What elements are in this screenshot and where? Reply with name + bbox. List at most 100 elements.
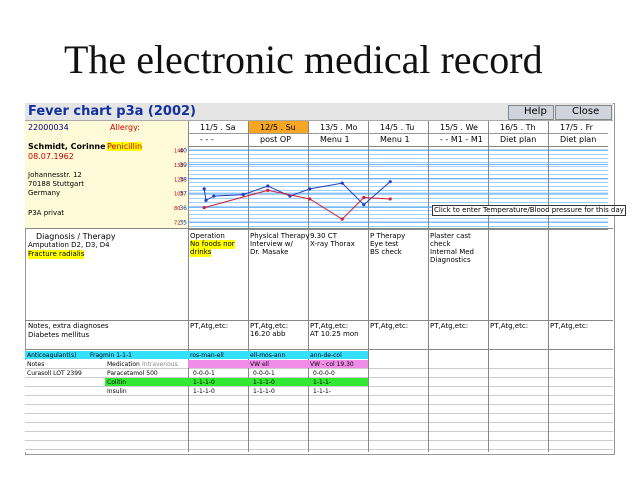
address-line: Germany	[28, 189, 61, 197]
anticoag-day: ann-de-col	[310, 352, 342, 359]
day-header[interactable]: 16/5 . Th	[500, 123, 536, 132]
dose: 1-1-1-0	[193, 379, 215, 386]
iv-day: VW - col 19.30	[310, 361, 354, 368]
day-extra: PT,Atg,etc:	[250, 322, 289, 330]
day-note: drinks	[190, 248, 212, 257]
data-point	[388, 180, 392, 184]
day-header[interactable]: 14/5 . Tu	[380, 123, 415, 132]
address-line: Johannesstr. 12	[28, 171, 82, 179]
help-label[interactable]: Help	[524, 106, 547, 117]
y-tick-label: 35	[179, 220, 187, 227]
day-header[interactable]: 11/5 . Sa	[200, 123, 236, 132]
y-tick-label: 36	[179, 205, 187, 212]
patient-panel	[25, 121, 188, 228]
data-point	[340, 181, 344, 185]
window-title: Fever chart p3a (2002)	[28, 104, 196, 119]
allergy: Penicillin	[107, 142, 143, 151]
day-extra: PT,Atg,etc:	[550, 322, 589, 330]
iv-row	[188, 360, 368, 368]
data-point	[202, 206, 206, 210]
anticoag-day: ell-mos-ann	[250, 352, 286, 359]
day-note: No foods nor	[190, 240, 235, 249]
day-note: P Therapy	[370, 232, 406, 240]
day-note: Physical Therapy	[250, 232, 310, 240]
day-header[interactable]: 12/5 . Su	[260, 123, 296, 132]
dose: 0-0-0-0	[313, 370, 335, 377]
data-point	[204, 198, 208, 202]
y-tick-label: 39	[179, 162, 187, 169]
close-button[interactable]	[555, 105, 612, 120]
menu: post OP	[260, 135, 291, 144]
temperature-line	[204, 189, 391, 220]
allergy-label: Allergy:	[110, 123, 140, 132]
y-tick-label: 38	[179, 176, 187, 183]
column-lines	[188, 121, 608, 452]
divider	[25, 349, 613, 350]
menu: - - M1 - M1	[440, 135, 483, 144]
dose: 1-1-1-	[313, 388, 331, 395]
day-extra: PT,Atg,etc:	[430, 322, 469, 330]
y-tick-label: 40	[179, 148, 187, 155]
diagnosis: Fracture radialis	[28, 250, 85, 259]
data-point	[362, 195, 366, 200]
patient-dob: 08.07.1962	[28, 152, 74, 161]
pulse-tick-label: 140	[174, 149, 184, 155]
dose: 0-0-0-1	[253, 370, 275, 377]
diagnosis-label: Diagnosis / Therapy	[36, 232, 116, 241]
close-label[interactable]: Close	[572, 106, 600, 117]
fragmin: Fragmin 1-1-1	[90, 352, 132, 359]
drug-name: Paracetamol 500	[107, 370, 158, 377]
anticoag-label: Anticoagulant(s)	[27, 352, 77, 359]
day-note: Plaster cast	[430, 232, 471, 240]
data-point	[266, 184, 270, 188]
day-extra: PT,Atg,etc:	[370, 322, 409, 330]
dose: 1-1-1-0	[193, 388, 215, 395]
lot: Curasoll LOT 2399	[27, 370, 82, 377]
ward: P3A privat	[28, 209, 65, 217]
day-note: BS check	[370, 248, 402, 256]
anticoag-row	[25, 351, 368, 359]
data-point	[202, 187, 206, 191]
dose: 0-0-0-1	[193, 370, 215, 377]
data-point	[340, 217, 344, 221]
drug-name: Insulin	[107, 388, 127, 395]
address-line: 70188 Stuttgart	[28, 180, 84, 188]
data-point	[266, 188, 270, 192]
day-note: Diagnostics	[430, 256, 471, 264]
day-note: 9.30 CT	[310, 232, 337, 240]
data-point	[212, 194, 216, 198]
dose: 1-1-1-	[313, 379, 331, 386]
day-header[interactable]: 17/5 . Fr	[560, 123, 593, 132]
pulse-tick-label: 100	[174, 192, 184, 198]
divider	[25, 228, 613, 229]
day-extra: PT,Atg,etc:	[190, 322, 229, 330]
day-header[interactable]: 13/5 . Mo	[320, 123, 358, 132]
data-point	[308, 187, 312, 191]
window-titlebar	[25, 103, 613, 121]
patient-name: Schmidt, Corinne	[28, 142, 106, 151]
data-point	[362, 203, 366, 207]
menu: - - -	[200, 135, 214, 144]
extra-label: Notes, extra diagnoses	[28, 322, 109, 330]
medication-label: Medication	[107, 361, 140, 368]
help-button[interactable]	[508, 105, 554, 120]
patient-id: 22000034	[28, 123, 69, 132]
day-extra: PT,Atg,etc:	[310, 322, 349, 330]
day-extra: AT 10.25 mon	[310, 330, 359, 338]
pulse-tick-label: 130	[174, 163, 184, 169]
iv-day: VW ell	[250, 361, 269, 368]
divider	[25, 320, 613, 321]
tooltip: Click to enter Temperature/Blood pressur…	[432, 205, 626, 216]
day-extra: PT,Atg,etc:	[490, 322, 529, 330]
temperature-line	[203, 181, 391, 206]
menu: Diet plan	[500, 135, 537, 144]
colitin-row	[105, 378, 368, 386]
anticoag-day: ros-man-ell	[190, 352, 224, 359]
diagnosis: Amputation D2, D3, D4	[28, 241, 110, 249]
data-point	[388, 197, 392, 201]
day-note: Interview w/	[250, 240, 293, 248]
day-header[interactable]: 15/5 . We	[440, 123, 478, 132]
day-extra: 16.20 abb	[250, 330, 286, 338]
pulse-tick-label: 80	[174, 206, 180, 212]
